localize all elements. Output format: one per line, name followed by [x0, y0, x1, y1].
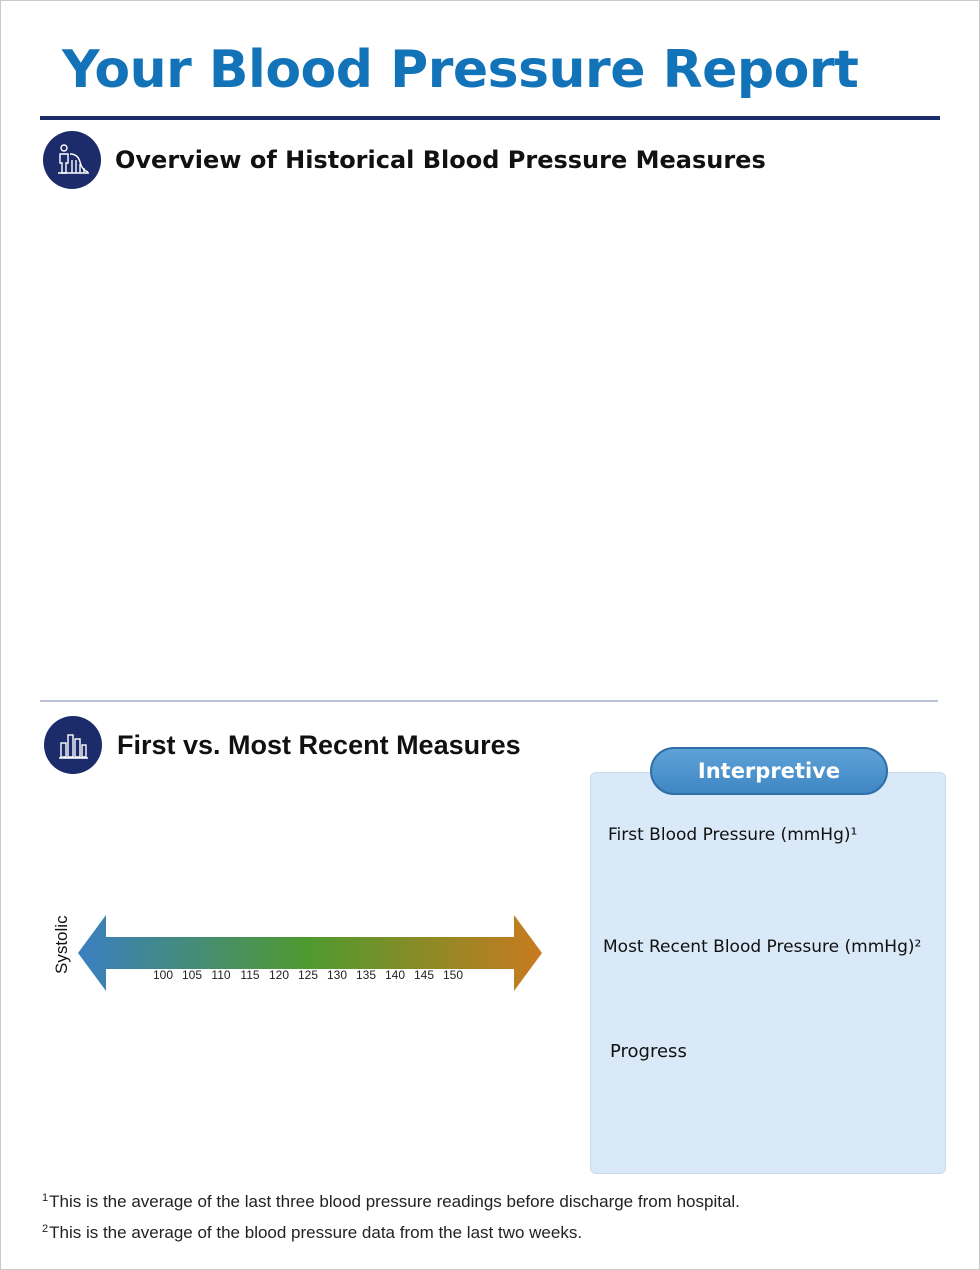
scale-tick-label: 135: [356, 968, 376, 982]
footnote-2: 2This is the average of the blood pressu…: [42, 1223, 582, 1243]
patient-chart-icon: [43, 131, 101, 189]
comparison-section-title: First vs. Most Recent Measures: [117, 730, 521, 760]
footnote-text: This is the average of the last three bl…: [49, 1192, 740, 1211]
section-divider: [40, 700, 938, 702]
interpretive-header: Interpretive: [650, 747, 888, 795]
recent-bp-label: Most Recent Blood Pressure (mmHg)²: [603, 937, 922, 957]
scale-tick-label: 150: [443, 968, 463, 982]
footnote-mark: 1: [42, 1192, 49, 1204]
title-divider: [40, 116, 940, 120]
progress-label: Progress: [610, 1041, 687, 1062]
scale-tick-label: 115: [240, 968, 259, 982]
overview-section-title: Overview of Historical Blood Pressure Me…: [115, 146, 766, 174]
footnote-1: 1This is the average of the last three b…: [42, 1192, 740, 1212]
systolic-scale-arrow: 100 105 110 115 120 125 130 135 140 145 150: [78, 912, 544, 994]
bar-chart-icon: [44, 716, 102, 774]
scale-tick-label: 125: [298, 968, 318, 982]
footnote-mark: 2: [42, 1223, 49, 1235]
scale-tick-label: 110: [211, 968, 230, 982]
scale-tick-label: 100: [153, 968, 173, 982]
scale-tick-label: 140: [385, 968, 405, 982]
report-title: Your Blood Pressure Report: [62, 40, 859, 100]
systolic-axis-label: Systolic: [52, 915, 71, 974]
interpretive-panel: [590, 772, 946, 1174]
first-bp-label: First Blood Pressure (mmHg)¹: [608, 825, 858, 845]
scale-tick-label: 130: [327, 968, 347, 982]
scale-tick-label: 145: [414, 968, 434, 982]
footnote-text: This is the average of the blood pressur…: [49, 1223, 583, 1242]
scale-tick-label: 105: [182, 968, 202, 982]
scale-tick-label: 120: [269, 968, 289, 982]
